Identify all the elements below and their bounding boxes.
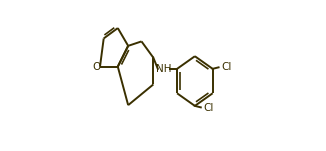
Text: O: O <box>92 62 100 72</box>
Text: NH: NH <box>156 64 171 74</box>
Text: Cl: Cl <box>204 103 214 113</box>
Text: Cl: Cl <box>222 62 232 72</box>
